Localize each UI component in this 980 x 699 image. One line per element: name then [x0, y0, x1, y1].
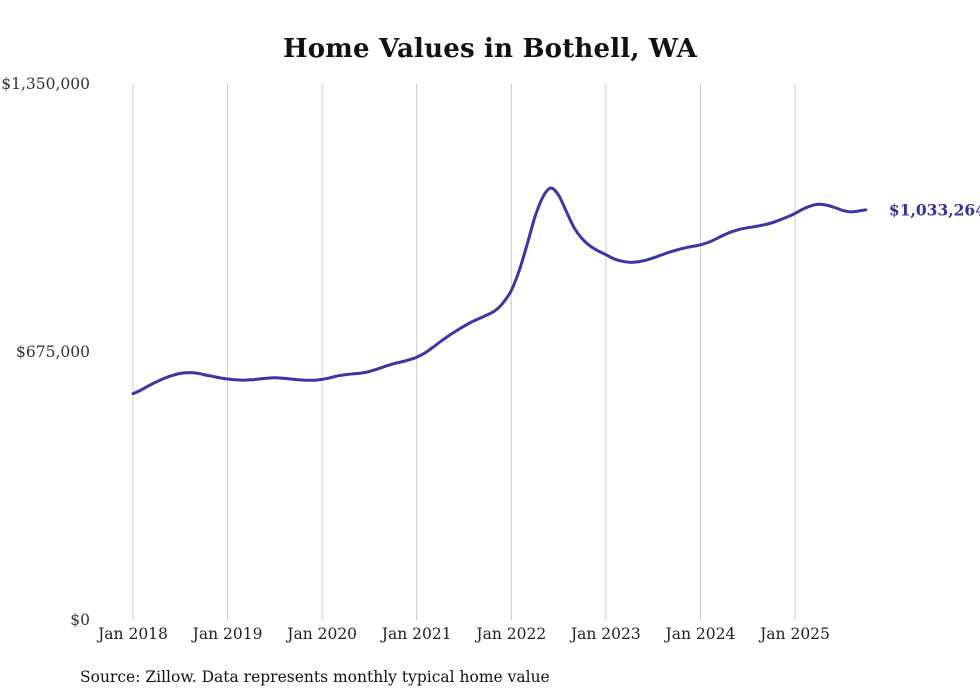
vertical-gridlines: [132, 84, 796, 620]
x-axis-tick: Jan 2021: [381, 625, 452, 643]
y-axis-tick: $0: [70, 611, 90, 629]
x-axis-tick: Jan 2022: [476, 625, 547, 643]
x-axis-tick: Jan 2023: [570, 625, 641, 643]
x-axis-tick: Jan 2025: [760, 625, 830, 643]
x-axis-tick: Jan 2020: [287, 625, 358, 643]
chart-title: Home Values in Bothell, WA: [282, 34, 698, 64]
latest-value-label: $1,033,264: [888, 200, 980, 220]
y-axis-tick: $1,350,000: [1, 75, 90, 93]
y-axis-tick: $675,000: [16, 343, 90, 361]
x-axis-tick: Jan 2024: [665, 625, 736, 643]
x-axis-tick: Jan 2019: [192, 625, 263, 643]
x-axis-tick: Jan 2018: [98, 625, 168, 643]
home-value-line: [131, 186, 868, 396]
source-note: Source: Zillow. Data represents monthly …: [80, 668, 550, 686]
